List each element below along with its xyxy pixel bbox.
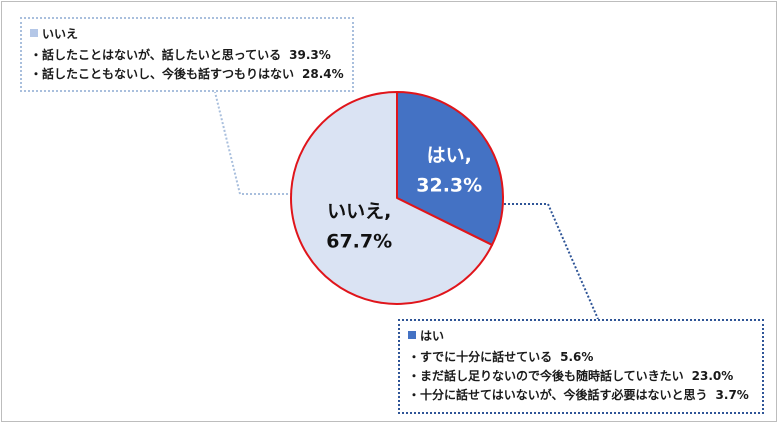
item-text: ・十分に話せてはいないが、今後話す必要はないと思う <box>408 388 708 402</box>
item-text: ・話したことはないが、話したいと思っている <box>30 48 282 62</box>
callout-no-item: ・話したことはないが、話したいと思っている 39.3% <box>30 46 344 65</box>
item-value: 5.6% <box>560 350 594 364</box>
item-text: ・話したこともないし、今後も話すつもりはない <box>30 67 295 81</box>
pie-slice-0 <box>396 91 504 246</box>
callout-no-item: ・話したこともないし、今後も話すつもりはない 28.4% <box>30 65 344 84</box>
item-value: 3.7% <box>715 388 749 402</box>
item-text: ・すでに十分に話せている <box>408 350 553 364</box>
callout-yes-item: ・すでに十分に話せている 5.6% <box>408 348 754 367</box>
callout-yes-item: ・十分に話せてはいないが、今後話す必要はないと思う 3.7% <box>408 386 754 405</box>
no-swatch <box>30 29 38 37</box>
item-value: 28.4% <box>302 67 344 81</box>
yes-swatch <box>408 331 416 339</box>
callout-yes-title: はい <box>420 328 445 343</box>
callout-no: いいえ ・話したことはないが、話したいと思っている 39.3% ・話したこともない… <box>20 17 354 92</box>
pie-slice-1 <box>290 91 494 305</box>
callout-no-title: いいえ <box>42 26 79 41</box>
slice-label-0: はい, 32.3% <box>416 145 482 197</box>
leader-line-yes <box>500 203 599 320</box>
item-text: ・まだ話し足りないので今後も随時話していきたい <box>408 369 684 383</box>
item-value: 39.3% <box>289 48 331 62</box>
item-value: 23.0% <box>691 369 734 383</box>
slice-label-1: いいえ, 67.7% <box>326 200 392 252</box>
callout-yes-item: ・まだ話し足りないので今後も随時話していきたい 23.0% <box>408 367 754 386</box>
leader-line-no <box>214 91 292 195</box>
callout-yes: はい ・すでに十分に話せている 5.6% ・まだ話し足りないので今後も随時話してい… <box>398 319 764 414</box>
